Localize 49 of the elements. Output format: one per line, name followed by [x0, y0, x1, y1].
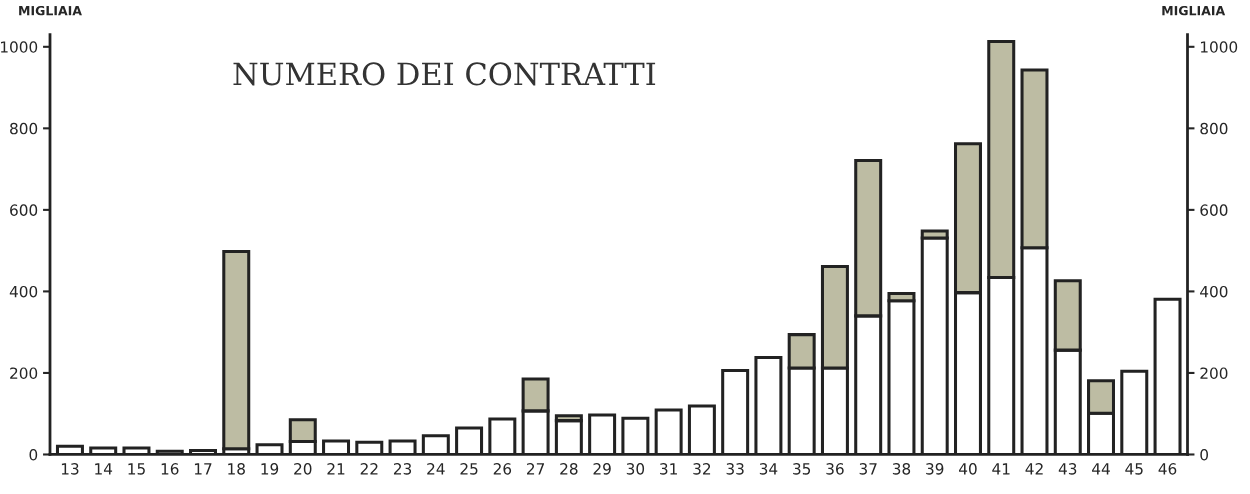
- x-tick-label: 33: [726, 463, 744, 475]
- y2-tick-label: 800: [1200, 122, 1228, 135]
- x-tick-label: 15: [128, 463, 145, 475]
- y-tick-label: 200: [10, 367, 38, 379]
- x-tick-label: 40: [959, 463, 977, 475]
- y2-tick-label: 200: [1200, 367, 1228, 379]
- y-tick-label: 0: [29, 448, 38, 461]
- x-tick-label: 13: [61, 463, 79, 475]
- y-tick-label: 600: [10, 204, 38, 216]
- x-tick-label: 46: [1158, 463, 1177, 475]
- x-tick-label: 37: [859, 463, 877, 475]
- y-tick-label: 800: [10, 122, 38, 135]
- x-tick-label: 39: [926, 463, 944, 475]
- x-tick-label: 35: [793, 463, 811, 475]
- x-tick-label: 44: [1092, 463, 1110, 475]
- x-tick-label: 14: [95, 463, 113, 475]
- x-tick-label: 42: [1025, 463, 1043, 475]
- x-tick-label: 23: [393, 463, 412, 475]
- x-tick-label: 16: [161, 463, 179, 475]
- x-tick-label: 30: [626, 463, 645, 475]
- x-tick-label: 29: [593, 463, 611, 475]
- x-tick-label: 31: [660, 463, 677, 475]
- x-tick-label: 43: [1058, 463, 1077, 475]
- x-tick-label: 21: [327, 463, 345, 475]
- x-tick-label: 45: [1125, 463, 1143, 475]
- x-tick-label: 22: [360, 463, 378, 475]
- x-tick-label: 20: [294, 463, 312, 475]
- x-tick-label: 18: [228, 463, 245, 475]
- y2-tick-label: 600: [1200, 204, 1228, 216]
- y2-axis-title: MIGLIAIA: [1162, 5, 1226, 16]
- y-tick-label: 1000: [0, 41, 38, 53]
- x-tick-label: 28: [560, 463, 578, 475]
- x-tick-label: 32: [693, 463, 711, 475]
- text: NUMERO DEI CONTRATTI: [233, 62, 656, 86]
- x-tick-label: 25: [460, 463, 478, 475]
- y2-tick-label: 400: [1200, 285, 1228, 298]
- x-tick-label: 38: [892, 463, 911, 475]
- x-tick-label: 19: [261, 463, 279, 475]
- x-tick-label: 26: [493, 463, 512, 475]
- x-tick-label: 34: [759, 463, 778, 475]
- y2-tick-label: 1000: [1200, 41, 1238, 53]
- y-tick-label: 400: [9, 285, 38, 298]
- y2-tick-label: 0: [1200, 448, 1209, 461]
- x-tick-label: 24: [427, 463, 445, 475]
- y-axis-title: MIGLIAIA: [19, 5, 82, 16]
- x-tick-label: 41: [992, 463, 1010, 475]
- x-tick-label: 17: [194, 463, 212, 475]
- x-tick-label: 27: [527, 463, 545, 475]
- x-tick-label: 36: [826, 463, 844, 475]
